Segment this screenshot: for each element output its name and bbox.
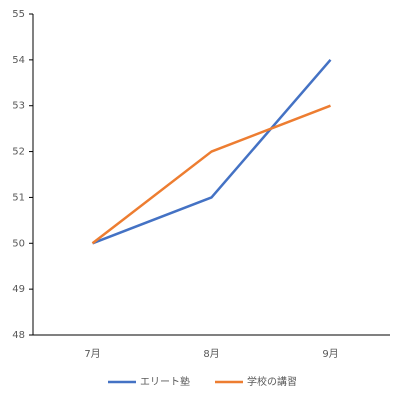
series-line bbox=[91, 104, 331, 245]
x-tick-label: 8月 bbox=[203, 348, 219, 360]
legend-label: 学校の講習 bbox=[247, 375, 297, 388]
y-tick-label: 51 bbox=[12, 192, 25, 203]
y-tick-label: 55 bbox=[12, 9, 25, 20]
legend-label: エリート塾 bbox=[140, 375, 190, 388]
y-tick-label: 50 bbox=[12, 238, 25, 249]
x-tick-label: 7月 bbox=[84, 348, 100, 360]
y-tick-label: 54 bbox=[12, 55, 25, 66]
x-tick-label: 9月 bbox=[322, 348, 338, 360]
y-tick-label: 49 bbox=[12, 284, 25, 295]
y-tick-label: 52 bbox=[12, 147, 25, 158]
y-tick-label: 48 bbox=[12, 330, 25, 341]
series-line bbox=[92, 59, 332, 245]
y-tick-label: 53 bbox=[12, 101, 25, 112]
